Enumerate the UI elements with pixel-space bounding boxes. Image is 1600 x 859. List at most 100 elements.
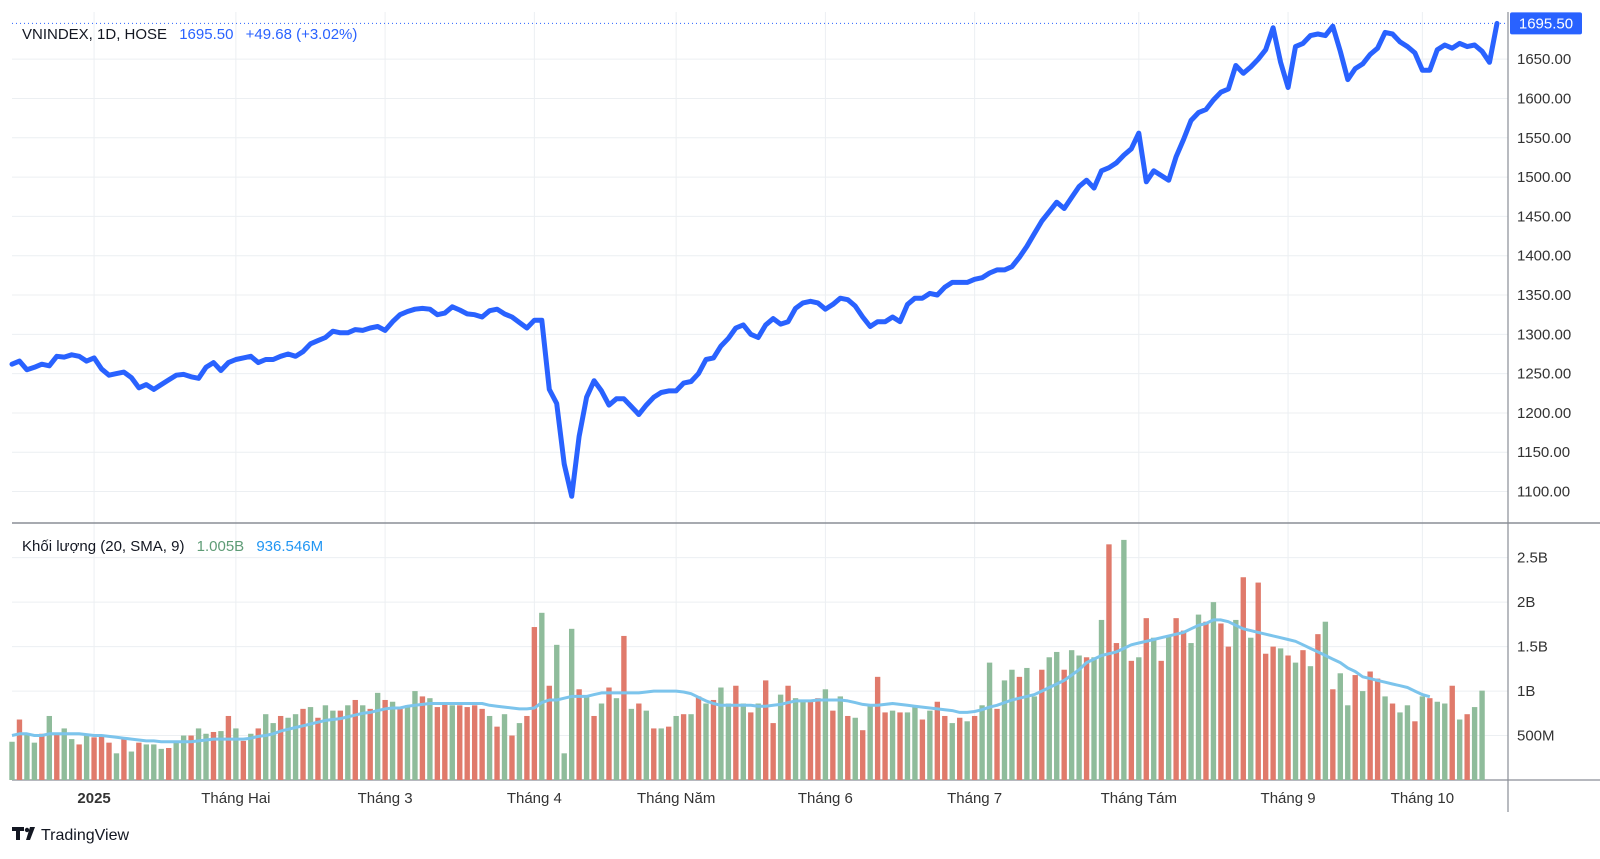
volume-bar	[501, 714, 508, 780]
volume-bar	[718, 687, 724, 780]
volume-bar	[1457, 719, 1463, 780]
volume-bar	[919, 719, 926, 780]
volume-bar	[195, 728, 202, 780]
volume-bar	[807, 699, 814, 780]
volume-bar	[800, 699, 806, 780]
volume-bar	[516, 723, 523, 780]
time-tick-label: Tháng Hai	[201, 790, 270, 807]
volume-bar	[404, 705, 411, 780]
volume-tick-label: 500M	[1517, 728, 1555, 745]
volume-bar	[345, 705, 351, 780]
volume-bar	[1180, 630, 1187, 780]
volume-bar	[591, 715, 597, 780]
price-tick-label: 1100.00	[1517, 484, 1570, 501]
volume-bar	[1359, 691, 1366, 780]
volume-bar	[1270, 646, 1276, 780]
volume-bar	[904, 712, 911, 780]
volume-bar	[337, 710, 344, 780]
volume-bar	[1337, 673, 1343, 780]
price-axis: 1650.00 1600.00 1550.00 1500.00 1450.00 1400.…	[1517, 51, 1571, 500]
grid	[12, 12, 1508, 780]
legend-symbol: VNINDEX, 1D, HOSE	[22, 26, 167, 43]
volume-bar	[16, 719, 23, 780]
volume-bar	[927, 710, 933, 780]
volume-bar	[76, 744, 82, 780]
volume-bar	[755, 703, 761, 780]
volume-bar	[419, 696, 426, 780]
volume-bar	[486, 715, 493, 780]
volume-bar	[113, 753, 120, 780]
volume-bar	[1240, 577, 1246, 780]
volume-bar	[1054, 651, 1060, 780]
volume-bar	[61, 728, 67, 780]
brand[interactable]: TradingView	[12, 827, 129, 844]
volume-bar	[1218, 623, 1224, 780]
price-tick-label: 1650.00	[1517, 51, 1571, 68]
volume-bar	[1419, 696, 1426, 780]
volume-bar	[1292, 662, 1299, 780]
volume-bar	[643, 710, 649, 780]
volume-bar	[1016, 676, 1023, 780]
tradingview-logo-icon	[12, 827, 35, 840]
volume-bar	[248, 733, 254, 780]
price-tick-label: 1300.00	[1517, 326, 1571, 343]
legend-main: VNINDEX, 1D, HOSE 1695.50 +49.68 (+3.02%…	[22, 26, 357, 43]
volume-bar	[1307, 666, 1314, 780]
volume-bar	[1151, 637, 1157, 780]
volume-bar	[994, 708, 1000, 780]
time-tick-label: Tháng Năm	[637, 790, 715, 807]
volume-bar	[136, 742, 142, 780]
volume-bar	[680, 714, 687, 780]
volume-bar	[203, 733, 209, 780]
volume-bar	[1046, 657, 1052, 780]
volume-bar	[576, 689, 582, 780]
time-axis: 2025 Tháng Hai Tháng 3 Tháng 4 Tháng Năm Thán…	[77, 790, 1454, 807]
volume-bar	[613, 698, 620, 780]
price-tick-label: 1200.00	[1517, 405, 1571, 422]
volume-bar	[949, 723, 955, 780]
volume-bar	[479, 708, 485, 780]
volume-bar	[710, 699, 717, 780]
volume-bar	[151, 744, 157, 780]
volume-bar	[561, 753, 567, 780]
volume-bar	[173, 742, 179, 780]
volume-bar	[166, 747, 172, 780]
volume-bar	[352, 699, 358, 780]
volume-bar	[1449, 685, 1455, 780]
time-tick-label: Tháng 6	[798, 790, 853, 807]
volume-bar	[658, 728, 664, 780]
volume-bar	[225, 715, 232, 780]
volume-bar	[457, 705, 463, 780]
volume-bar	[860, 730, 866, 780]
volume-bar	[665, 726, 672, 780]
volume-bar	[554, 644, 560, 780]
legend-change: +49.68 (+3.02%)	[246, 26, 358, 43]
volume-bar	[322, 705, 329, 780]
volume-bar	[494, 726, 500, 780]
volume-bar	[1203, 621, 1209, 780]
volume-bar	[942, 715, 948, 780]
price-tick-label: 1450.00	[1517, 208, 1571, 225]
volume-bar	[1427, 698, 1433, 780]
volume-bar	[91, 737, 97, 780]
volume-bar	[330, 710, 336, 780]
volume-tick-label: 2.5B	[1517, 550, 1548, 567]
volume-bar	[934, 701, 941, 780]
volume-bar	[442, 703, 448, 780]
volume-sma-line	[11, 618, 1431, 744]
volume-bar	[121, 739, 127, 780]
volume-tick-label: 1.5B	[1517, 639, 1548, 656]
volume-bar	[867, 705, 873, 780]
volume-bar	[1031, 696, 1038, 780]
volume-bar	[128, 751, 135, 780]
volume-bar	[1315, 634, 1321, 780]
volume-bar	[218, 731, 224, 780]
volume-bar	[1255, 582, 1261, 780]
volume-bar	[852, 717, 858, 780]
volume-bar	[1039, 669, 1045, 780]
price-tick-label: 1550.00	[1517, 130, 1571, 147]
volume-bar	[270, 723, 276, 780]
last-price-tag: 1695.50	[1510, 12, 1582, 35]
volume-bar	[1136, 657, 1142, 780]
